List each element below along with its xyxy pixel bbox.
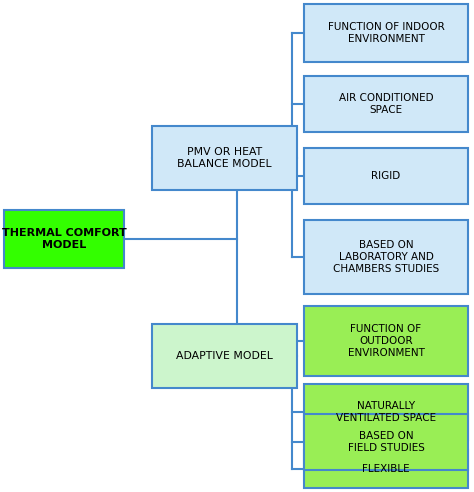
Text: ADAPTIVE MODEL: ADAPTIVE MODEL bbox=[176, 351, 273, 361]
Bar bbox=[152, 126, 297, 190]
Bar bbox=[152, 324, 297, 388]
Text: THERMAL COMFORT
MODEL: THERMAL COMFORT MODEL bbox=[1, 228, 127, 250]
Bar bbox=[304, 450, 468, 488]
Bar bbox=[304, 148, 468, 204]
Text: FUNCTION OF INDOOR
ENVIRONMENT: FUNCTION OF INDOOR ENVIRONMENT bbox=[328, 22, 444, 44]
Text: RIGID: RIGID bbox=[371, 171, 401, 181]
Bar bbox=[304, 306, 468, 376]
Text: BASED ON
LABORATORY AND
CHAMBERS STUDIES: BASED ON LABORATORY AND CHAMBERS STUDIES bbox=[333, 241, 439, 274]
Bar bbox=[304, 76, 468, 132]
Text: PMV OR HEAT
BALANCE MODEL: PMV OR HEAT BALANCE MODEL bbox=[177, 147, 272, 169]
Text: FLEXIBLE: FLEXIBLE bbox=[362, 464, 410, 474]
Bar bbox=[4, 210, 124, 268]
Text: BASED ON
FIELD STUDIES: BASED ON FIELD STUDIES bbox=[347, 431, 424, 453]
Bar bbox=[304, 414, 468, 470]
Bar bbox=[304, 384, 468, 440]
Bar bbox=[304, 4, 468, 62]
Text: NATURALLY
VENTILATED SPACE: NATURALLY VENTILATED SPACE bbox=[336, 401, 436, 423]
Text: AIR CONDITIONED
SPACE: AIR CONDITIONED SPACE bbox=[339, 93, 433, 115]
Text: FUNCTION OF
OUTDOOR
ENVIRONMENT: FUNCTION OF OUTDOOR ENVIRONMENT bbox=[347, 324, 424, 358]
Bar bbox=[304, 220, 468, 294]
